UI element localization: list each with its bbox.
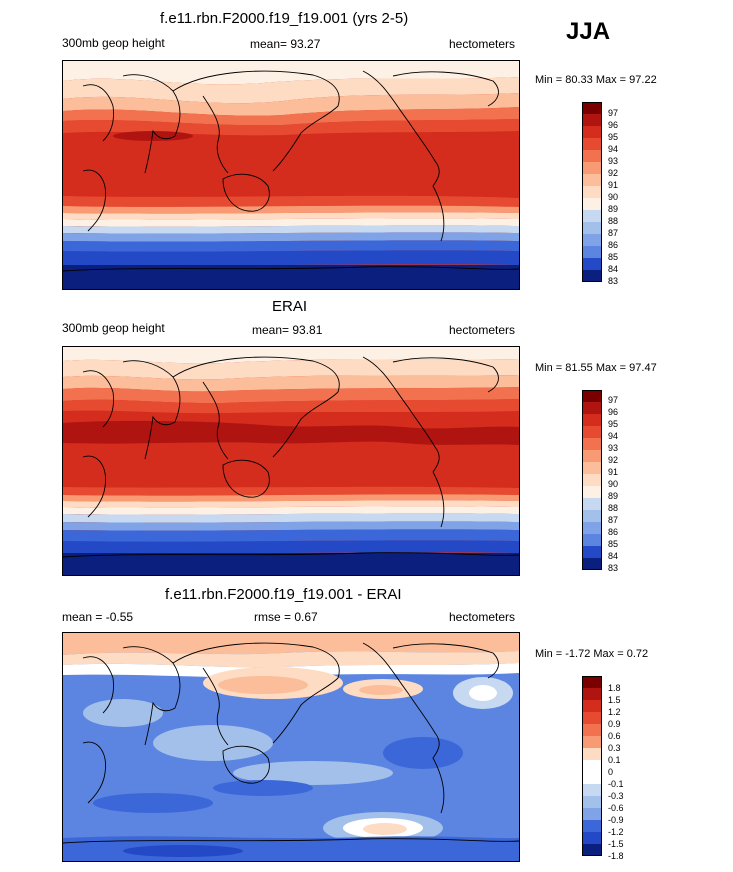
panel-label-left-model: 300mb geop height (62, 36, 165, 50)
colorbar-model (582, 102, 602, 282)
cbar-label: 83 (608, 563, 619, 573)
cbar-label: 92 (608, 168, 619, 178)
cbar-label: 0.1 (608, 755, 621, 765)
map-model-svg (63, 61, 519, 289)
cbar-label: 94 (608, 431, 619, 441)
cbar-label: 93 (608, 156, 619, 166)
map-model (62, 60, 520, 290)
map-diff (62, 632, 520, 862)
cbar-label: 84 (608, 264, 619, 274)
cbar-label: -1.2 (608, 827, 624, 837)
panel-minmax-diff: Min = -1.72 Max = 0.72 (535, 648, 649, 660)
cbar-label: 86 (608, 527, 619, 537)
cbar-label: -1.5 (608, 839, 624, 849)
cbar-label: 97 (608, 108, 619, 118)
cbar-label: 95 (608, 132, 619, 142)
cbar-label: 89 (608, 204, 619, 214)
panel-minmax-obs: Min = 81.55 Max = 97.47 (535, 362, 657, 374)
cbar-label: 88 (608, 216, 619, 226)
cbar-label: 85 (608, 252, 619, 262)
cbar-label: 86 (608, 240, 619, 250)
map-obs-svg (63, 347, 519, 575)
cbar-label: 97 (608, 395, 619, 405)
cbar-label: 0 (608, 767, 614, 777)
coastlines (63, 642, 519, 844)
cbar-label: 94 (608, 144, 619, 154)
panel-units-diff: hectometers (449, 610, 516, 624)
panel-mean-diff: mean = -0.55 (62, 610, 134, 624)
map-obs (62, 346, 520, 576)
cbar-label: 0.3 (608, 743, 621, 753)
panel-mean-obs: mean= 93.81 (252, 323, 323, 337)
cbar-label: 93 (608, 443, 619, 453)
cbar-label: 0.9 (608, 719, 621, 729)
cbar-label: 88 (608, 503, 619, 513)
colorbar-obs (582, 390, 602, 570)
cbar-label: 89 (608, 491, 619, 501)
cbar-label: 87 (608, 228, 619, 238)
cbar-label: 87 (608, 515, 619, 525)
cbar-label: 84 (608, 551, 619, 561)
panel-minmax-model: Min = 80.33 Max = 97.22 (535, 74, 657, 86)
coastlines (63, 356, 519, 558)
cbar-label: 91 (608, 467, 619, 477)
cbar-label: -0.9 (608, 815, 624, 825)
cbar-label: -0.3 (608, 791, 624, 801)
panel-title-obs: ERAI (272, 298, 308, 315)
cbar-label: 96 (608, 407, 619, 417)
panel-mean-model: mean= 93.27 (250, 37, 321, 51)
cbar-label: 0.6 (608, 731, 621, 741)
panel-units-model: hectometers (449, 37, 516, 51)
coastlines (63, 70, 519, 272)
cbar-label: 1.2 (608, 707, 621, 717)
cbar-label: 90 (608, 479, 619, 489)
cbar-label: 90 (608, 192, 619, 202)
panel-title-model: f.e11.rbn.F2000.f19_f19.001 (yrs 2-5) (160, 10, 409, 27)
panel-units-obs: hectometers (449, 323, 516, 337)
cbar-label: 83 (608, 276, 619, 286)
cbar-label: 95 (608, 419, 619, 429)
season-label: JJA (566, 18, 611, 45)
cbar-label: 91 (608, 180, 619, 190)
cbar-label: -0.6 (608, 803, 624, 813)
cbar-label: 92 (608, 455, 619, 465)
cbar-label: -1.8 (608, 851, 624, 861)
map-diff-svg (63, 633, 519, 861)
panel-label-left-obs: 300mb geop height (62, 321, 165, 335)
cbar-label: -0.1 (608, 779, 624, 789)
cbar-label: 1.8 (608, 683, 621, 693)
panel-title-diff: f.e11.rbn.F2000.f19_f19.001 - ERAI (165, 586, 402, 603)
cbar-label: 1.5 (608, 695, 621, 705)
colorbar-diff (582, 676, 602, 856)
panel-rmse-diff: rmse = 0.67 (254, 610, 318, 624)
cbar-label: 85 (608, 539, 619, 549)
cbar-label: 96 (608, 120, 619, 130)
